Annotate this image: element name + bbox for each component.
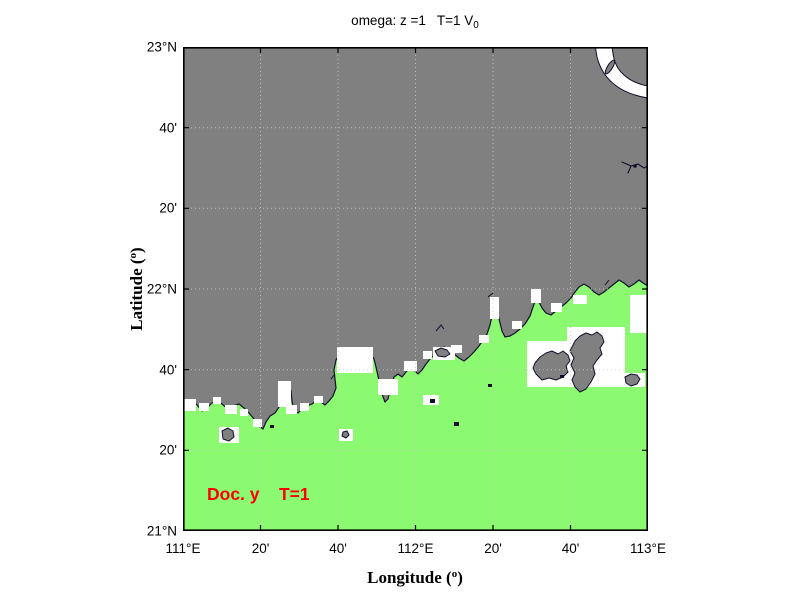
- river-line-node: [633, 164, 637, 168]
- axes-frame: [183, 47, 648, 531]
- y-axis-label: Latitude (o): [127, 247, 147, 330]
- y-axis-label-close: ): [127, 247, 146, 253]
- title-subscript: 0: [473, 20, 479, 31]
- islands: [221, 331, 641, 442]
- x-tick-label: 112°E: [397, 541, 434, 556]
- x-tick-label: 111°E: [165, 541, 201, 556]
- y-tick-label: 21°N: [146, 523, 177, 539]
- grid-lines: [183, 47, 648, 531]
- x-axis-label: Longitude (o): [367, 568, 463, 588]
- x-axis-label-degree: o: [451, 568, 458, 580]
- y-tick-label: 20': [159, 442, 177, 458]
- y-tick-label: 20': [159, 200, 177, 216]
- title-text: omega: z =1 T=1 V: [351, 13, 474, 28]
- river-channel: [594, 47, 648, 99]
- figure-title: omega: z =1 T=1 V0: [351, 13, 479, 31]
- river-island: [604, 59, 616, 75]
- y-tick-label: 40': [159, 120, 177, 136]
- x-tick-label: 40': [329, 541, 347, 556]
- x-axis-label-close: ): [457, 568, 463, 587]
- y-axis-label-text: Latitude (: [127, 258, 146, 331]
- x-tick-label: 40': [561, 541, 580, 556]
- map-plot: [183, 47, 648, 531]
- y-tick-label: 40': [159, 362, 177, 378]
- x-tick-label: 20': [251, 541, 270, 556]
- tick-marks: [184, 48, 647, 530]
- x-tick-label: 113°E: [630, 541, 666, 556]
- mask-patches: [184, 289, 648, 443]
- x-axis-label-text: Longitude (: [367, 568, 452, 587]
- river-line: [621, 161, 648, 174]
- y-tick-label: 22°N: [146, 281, 177, 297]
- annotation-text: Doc. y T=1: [207, 484, 310, 504]
- x-tick-label: 20': [484, 541, 502, 556]
- y-axis-label-degree: o: [127, 252, 139, 259]
- coast-detail-marks: [330, 279, 610, 380]
- y-tick-label: 23°N: [146, 39, 177, 55]
